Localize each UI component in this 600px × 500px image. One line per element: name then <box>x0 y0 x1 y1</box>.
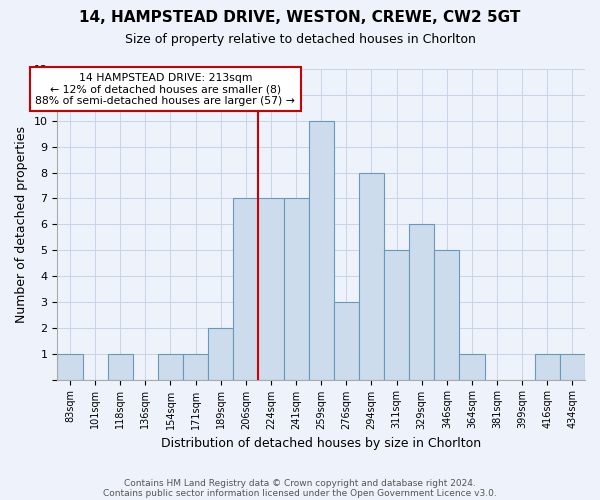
Bar <box>284 198 308 380</box>
Text: Contains HM Land Registry data © Crown copyright and database right 2024.: Contains HM Land Registry data © Crown c… <box>124 478 476 488</box>
Text: 14, HAMPSTEAD DRIVE, WESTON, CREWE, CW2 5GT: 14, HAMPSTEAD DRIVE, WESTON, CREWE, CW2 … <box>79 10 521 25</box>
Bar <box>107 354 133 380</box>
Bar <box>334 302 359 380</box>
Bar <box>158 354 183 380</box>
Bar <box>535 354 560 380</box>
Bar <box>183 354 208 380</box>
Bar <box>233 198 259 380</box>
Bar <box>58 354 83 380</box>
Bar <box>560 354 585 380</box>
Bar <box>259 198 284 380</box>
Bar <box>384 250 409 380</box>
Bar <box>308 121 334 380</box>
Bar <box>208 328 233 380</box>
Text: Size of property relative to detached houses in Chorlton: Size of property relative to detached ho… <box>125 32 475 46</box>
Bar <box>359 172 384 380</box>
Bar <box>460 354 485 380</box>
Text: Contains public sector information licensed under the Open Government Licence v3: Contains public sector information licen… <box>103 488 497 498</box>
Y-axis label: Number of detached properties: Number of detached properties <box>15 126 28 323</box>
X-axis label: Distribution of detached houses by size in Chorlton: Distribution of detached houses by size … <box>161 437 481 450</box>
Bar <box>434 250 460 380</box>
Bar <box>409 224 434 380</box>
Text: 14 HAMPSTEAD DRIVE: 213sqm
← 12% of detached houses are smaller (8)
88% of semi-: 14 HAMPSTEAD DRIVE: 213sqm ← 12% of deta… <box>35 73 295 106</box>
